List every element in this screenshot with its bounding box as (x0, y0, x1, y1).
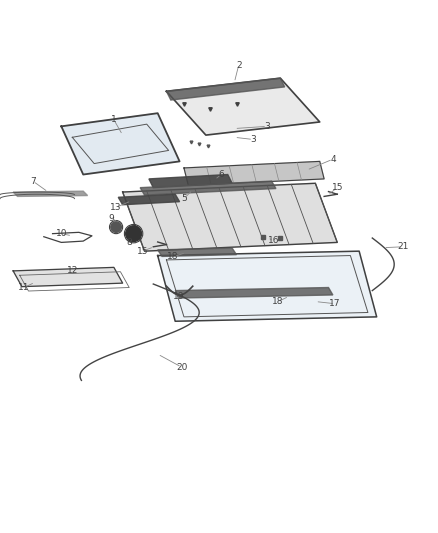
Polygon shape (61, 113, 180, 174)
Text: 12: 12 (67, 266, 78, 276)
Circle shape (126, 226, 141, 241)
Text: 11: 11 (18, 283, 30, 292)
Polygon shape (166, 78, 285, 100)
Polygon shape (118, 194, 180, 205)
Text: 4: 4 (330, 155, 336, 164)
Text: 15: 15 (332, 183, 343, 192)
Text: 21: 21 (397, 243, 409, 251)
Text: 3: 3 (250, 135, 256, 144)
Text: 3: 3 (264, 122, 270, 131)
Polygon shape (175, 287, 333, 298)
Text: 18: 18 (272, 297, 284, 306)
Polygon shape (158, 248, 237, 256)
Polygon shape (166, 78, 320, 135)
Text: 9: 9 (109, 214, 115, 223)
Polygon shape (13, 191, 88, 197)
Polygon shape (13, 268, 123, 287)
Text: 17: 17 (329, 299, 341, 308)
Text: 8: 8 (126, 238, 132, 247)
Text: 2: 2 (236, 61, 241, 69)
Text: 5: 5 (181, 194, 187, 203)
Text: 13: 13 (110, 203, 122, 212)
Text: 18: 18 (167, 252, 179, 261)
Circle shape (111, 222, 121, 232)
Text: 6: 6 (218, 170, 224, 179)
Text: 1: 1 (111, 115, 117, 124)
Text: 20: 20 (176, 363, 187, 372)
Text: 10: 10 (56, 229, 67, 238)
Polygon shape (184, 161, 324, 185)
Polygon shape (158, 251, 377, 321)
Text: 19: 19 (173, 292, 184, 301)
Text: 16: 16 (268, 236, 279, 245)
Polygon shape (140, 181, 276, 195)
Polygon shape (123, 183, 337, 251)
Text: 7: 7 (30, 176, 36, 185)
Polygon shape (149, 174, 232, 188)
Text: 15: 15 (137, 247, 148, 256)
